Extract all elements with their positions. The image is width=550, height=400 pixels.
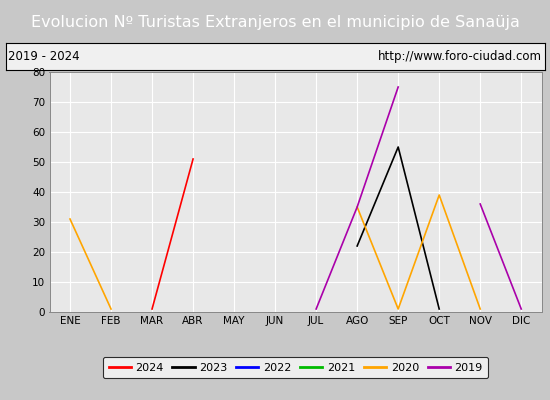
- Text: 2019 - 2024: 2019 - 2024: [8, 50, 80, 63]
- Text: Evolucion Nº Turistas Extranjeros en el municipio de Sanaüja: Evolucion Nº Turistas Extranjeros en el …: [31, 16, 519, 30]
- Legend: 2024, 2023, 2022, 2021, 2020, 2019: 2024, 2023, 2022, 2021, 2020, 2019: [103, 357, 488, 378]
- Text: http://www.foro-ciudad.com: http://www.foro-ciudad.com: [378, 50, 542, 63]
